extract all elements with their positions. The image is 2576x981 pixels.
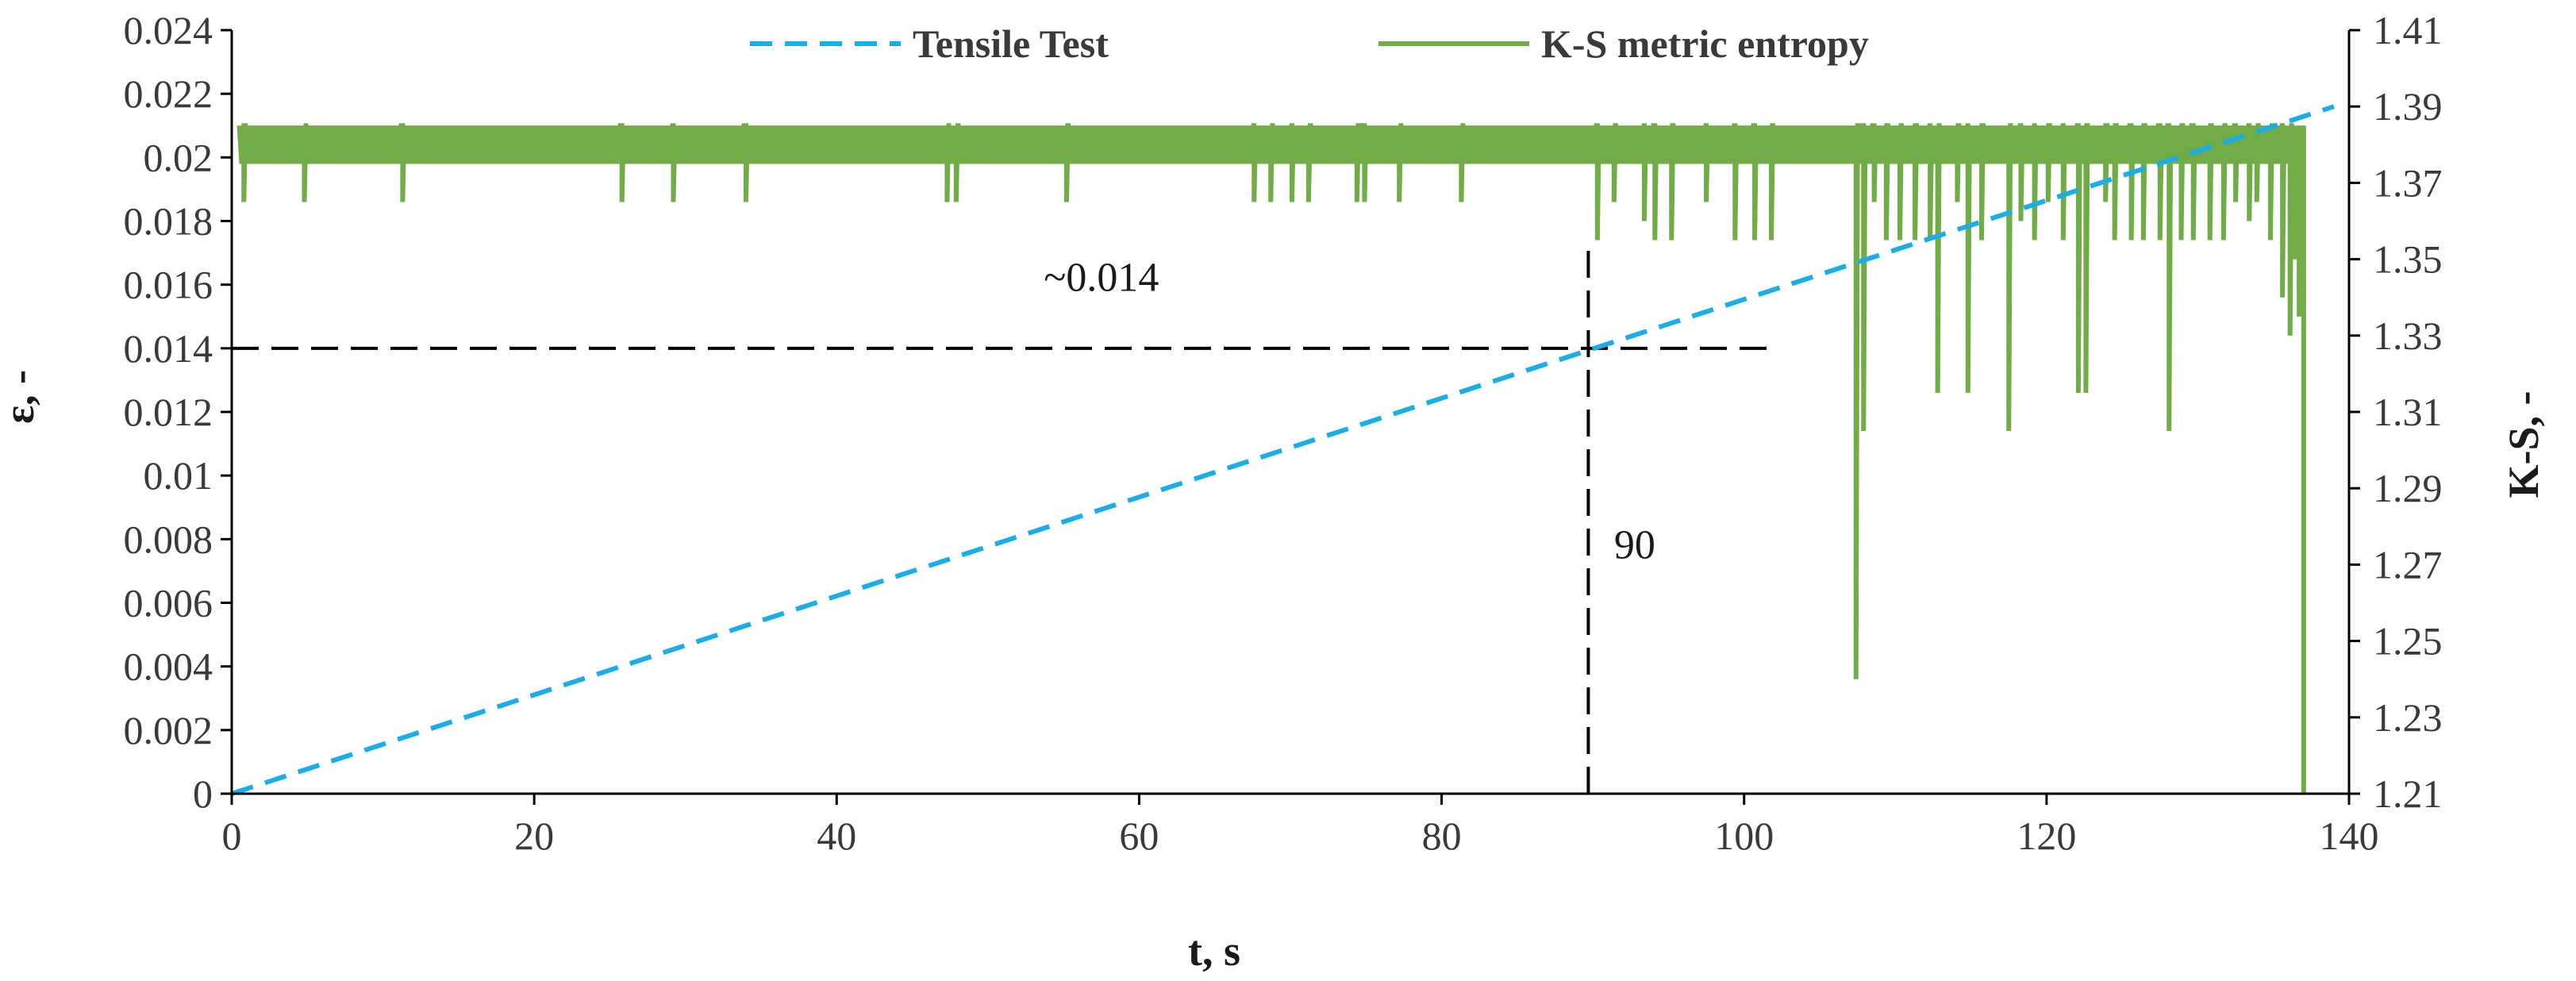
y2-tick-group: 1.21 1.23 1.25 1.27 1.29 1.31 1.33 1.35 1.37 1.39… bbox=[2349, 8, 2443, 816]
x-tick-label: 80 bbox=[1422, 814, 1462, 858]
annotation-time-value: 90 bbox=[1614, 522, 1655, 567]
y-tick-label: 0.006 bbox=[124, 581, 213, 625]
y-tick-label: 0.02 bbox=[144, 135, 213, 179]
y2-tick-label: 1.29 bbox=[2373, 466, 2443, 510]
y-tick-label: 0.002 bbox=[124, 708, 213, 752]
y-tick-label: 0.012 bbox=[124, 390, 213, 434]
y-tick-label: 0.014 bbox=[124, 326, 213, 371]
y-tick-label: 0.016 bbox=[124, 263, 213, 307]
y2-tick-label: 1.31 bbox=[2373, 390, 2443, 434]
y-tick-label: 0 bbox=[193, 771, 213, 816]
y2-tick-label: 1.39 bbox=[2373, 84, 2443, 129]
y2-tick-label: 1.41 bbox=[2373, 8, 2443, 52]
x-tick-label: 60 bbox=[1119, 814, 1159, 858]
legend-label-tensile-test: Tensile Test bbox=[913, 21, 1109, 66]
y2-tick-label: 1.25 bbox=[2373, 619, 2443, 664]
y-tick-label: 0.024 bbox=[124, 8, 213, 52]
y2-tick-label: 1.27 bbox=[2373, 542, 2443, 587]
y2-tick-label: 1.33 bbox=[2373, 314, 2443, 358]
legend: Tensile Test K-S metric entropy bbox=[750, 21, 1869, 66]
y-tick-group: 0 0.002 0.004 0.006 0.008 0.01 0.012 0.014 0.016… bbox=[124, 8, 232, 816]
y-tick-label: 0.018 bbox=[124, 199, 213, 244]
x-tick-label: 140 bbox=[2320, 814, 2379, 858]
series-line-ks-metric-entropy bbox=[236, 123, 2306, 794]
x-tick-label: 100 bbox=[1714, 814, 1774, 858]
x-axis-title: t, s bbox=[1188, 927, 1240, 975]
legend-label-ks-metric-entropy: K-S metric entropy bbox=[1541, 21, 1869, 66]
y-tick-label: 0.022 bbox=[124, 71, 213, 116]
x-tick-label: 120 bbox=[2017, 814, 2076, 858]
x-tick-label: 0 bbox=[222, 814, 242, 858]
y2-tick-label: 1.23 bbox=[2373, 695, 2443, 740]
x-tick-group: 0 20 40 60 80 100 120 140 bbox=[222, 794, 2379, 858]
annotation-strain-value: ~0.014 bbox=[1044, 256, 1159, 301]
y2-tick-label: 1.35 bbox=[2373, 237, 2443, 282]
y-tick-label: 0.004 bbox=[124, 644, 213, 689]
y-axis-title: ε, - bbox=[0, 370, 43, 424]
x-tick-label: 20 bbox=[514, 814, 554, 858]
x-tick-label: 40 bbox=[817, 814, 856, 858]
y2-tick-label: 1.37 bbox=[2373, 160, 2443, 205]
series-line-tensile-test bbox=[231, 104, 2335, 796]
y2-tick-label: 1.21 bbox=[2373, 771, 2443, 816]
y2-axis-title: K-S, - bbox=[2500, 391, 2547, 498]
y-tick-label: 0.01 bbox=[144, 453, 213, 498]
y-tick-label: 0.008 bbox=[124, 517, 213, 561]
